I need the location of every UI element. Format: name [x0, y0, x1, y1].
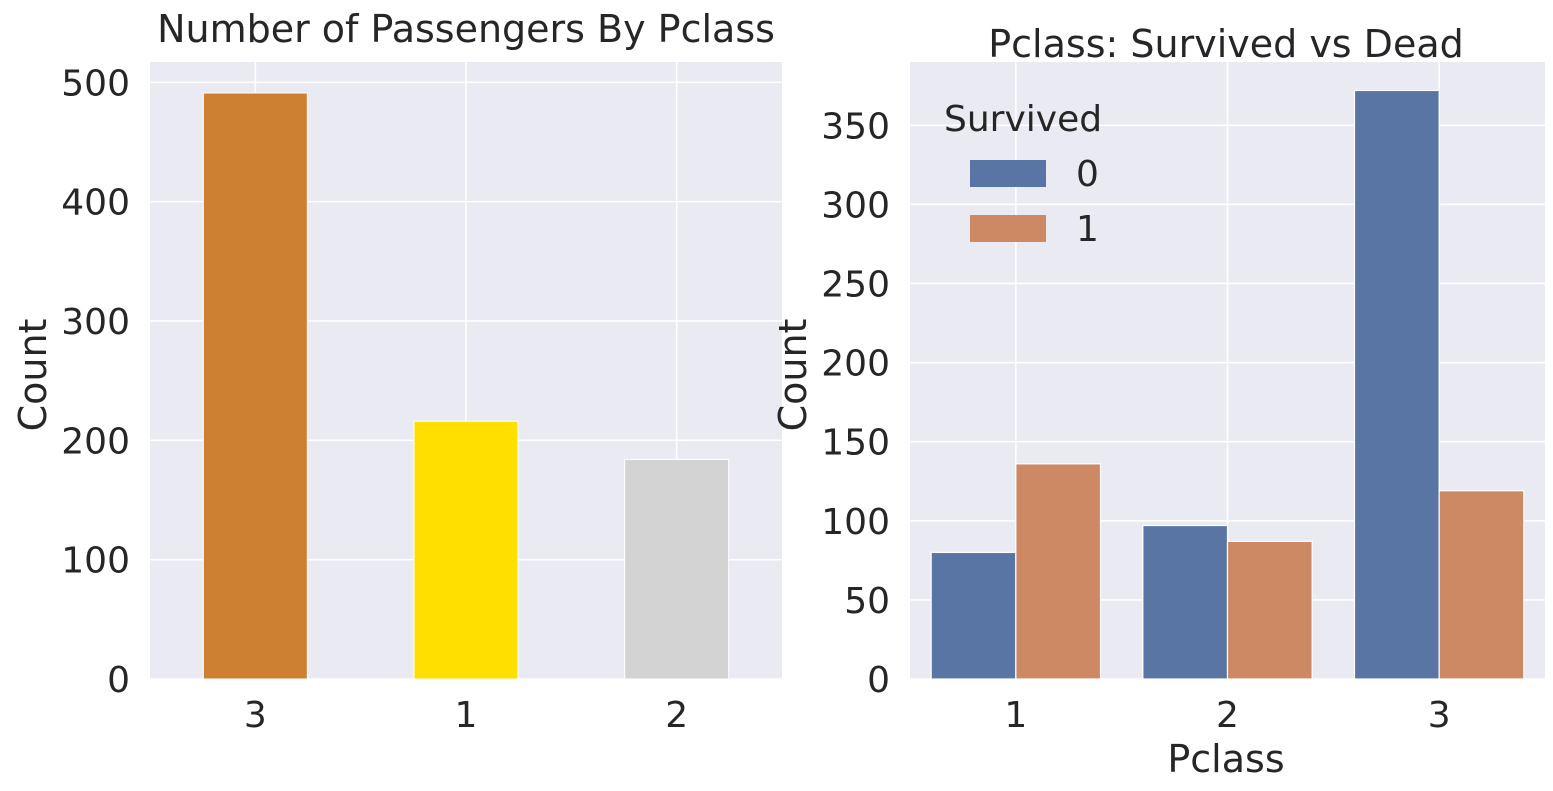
bar-pclass-2-survived-0 — [1142, 524, 1229, 680]
y-tick-label: 150 — [821, 423, 890, 464]
x-tick-label: 2 — [1216, 695, 1239, 736]
legend-label-0: 0 — [1076, 154, 1099, 195]
y-tick-label: 400 — [61, 183, 130, 224]
bar-pclass-3-survived-0 — [1353, 89, 1440, 680]
legend-label-1: 1 — [1076, 209, 1099, 250]
y-tick-label: 200 — [61, 421, 130, 462]
bar-pclass-3 — [202, 92, 308, 680]
chart-title: Number of Passengers By Pclass — [157, 7, 775, 51]
y-tick-label: 200 — [821, 344, 890, 385]
x-tick-labels: 3 1 2 — [244, 695, 688, 736]
x-axis-label: Pclass — [1167, 737, 1284, 781]
y-tick-label: 250 — [821, 264, 890, 305]
bar-pclass-1-survived-1 — [1015, 463, 1102, 680]
bar-pclass-3-survived-1 — [1438, 490, 1525, 680]
x-tick-label: 1 — [455, 695, 478, 736]
chart-title: Pclass: Survived vs Dead — [988, 22, 1463, 66]
legend-swatch-1 — [970, 215, 1046, 242]
legend: Survived 0 1 — [944, 99, 1102, 250]
y-axis-label: Count — [11, 319, 55, 432]
y-tick-label: 350 — [821, 106, 890, 147]
y-tick-label: 50 — [844, 581, 890, 622]
bars — [930, 89, 1525, 680]
y-tick-label: 500 — [61, 63, 130, 104]
y-tick-label: 100 — [61, 541, 130, 582]
chart-passengers-by-pclass: 0 100 200 300 400 500 3 1 2 Number of Passenger… — [11, 7, 782, 736]
x-tick-label: 3 — [244, 695, 267, 736]
bars — [202, 92, 730, 680]
y-tick-label: 0 — [867, 660, 890, 701]
legend-swatch-0 — [970, 160, 1046, 187]
bar-pclass-2-survived-1 — [1226, 540, 1313, 680]
y-tick-label: 100 — [821, 502, 890, 543]
bar-pclass-1-survived-0 — [930, 551, 1017, 680]
y-tick-label: 300 — [61, 302, 130, 343]
y-tick-labels: 0 50 100 150 200 250 300 350 — [821, 106, 890, 701]
x-tick-label: 3 — [1428, 695, 1451, 736]
bar-pclass-2 — [624, 458, 730, 680]
y-tick-label: 0 — [107, 660, 130, 701]
x-tick-label: 2 — [665, 695, 688, 736]
y-axis-label: Count — [771, 319, 815, 432]
y-tick-labels: 0 100 200 300 400 500 — [61, 63, 130, 701]
chart-survived-vs-dead: 0 50 100 150 200 250 300 350 1 2 3 Pclass: Surviv… — [771, 22, 1545, 781]
x-tick-labels: 1 2 3 — [1004, 695, 1450, 736]
legend-title: Survived — [944, 99, 1102, 140]
x-tick-label: 1 — [1004, 695, 1027, 736]
y-tick-label: 300 — [821, 185, 890, 226]
bar-pclass-1 — [413, 420, 519, 680]
